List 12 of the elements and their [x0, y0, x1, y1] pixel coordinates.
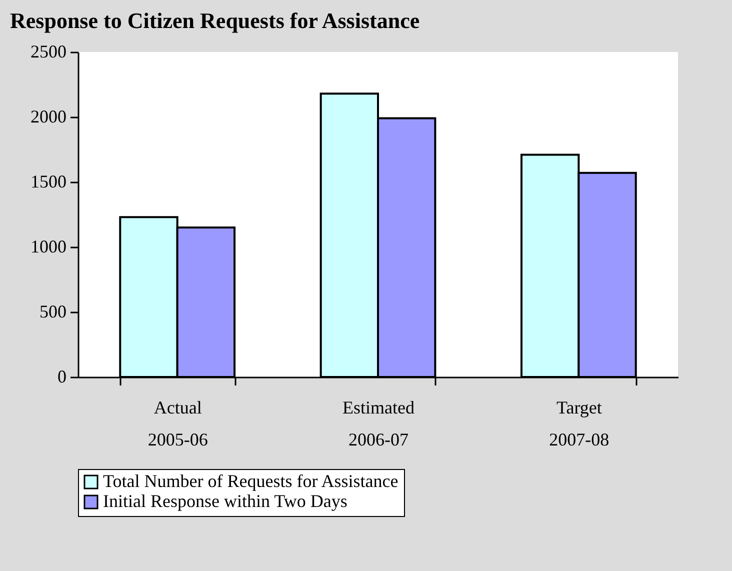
- chart-title: Response to Citizen Requests for Assistance: [10, 8, 420, 33]
- y-tick-label: 2500: [30, 42, 66, 62]
- y-tick-label: 500: [40, 302, 66, 322]
- x-tick-label: Actual 2005-06: [148, 398, 208, 450]
- y-tick-label: 2000: [30, 106, 66, 126]
- y-tick-label: 1500: [30, 172, 66, 192]
- x-tick-label: Estimated 2006-07: [342, 398, 414, 450]
- y-tick-label: 0: [58, 366, 66, 386]
- legend-label: Initial Response within Two Days: [103, 491, 348, 511]
- y-tick-label: 1000: [30, 236, 66, 256]
- x-tick-label: Target 2007-08: [549, 398, 610, 450]
- legend-label: Total Number of Requests for Assistance: [103, 471, 398, 491]
